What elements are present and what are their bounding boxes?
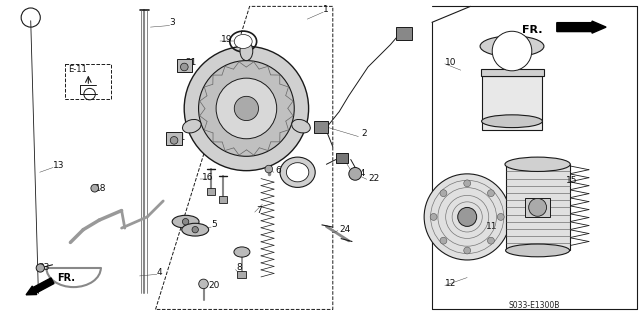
Circle shape	[184, 46, 308, 171]
Ellipse shape	[280, 157, 316, 188]
FancyArrow shape	[26, 278, 54, 295]
Bar	[506, 164, 570, 250]
Circle shape	[199, 279, 208, 289]
Circle shape	[265, 165, 273, 173]
Text: 2: 2	[362, 130, 367, 138]
Text: 21: 21	[186, 58, 197, 67]
Circle shape	[440, 237, 447, 244]
Text: 6: 6	[275, 166, 281, 175]
Bar	[482, 76, 543, 130]
Circle shape	[234, 96, 259, 121]
Text: 16: 16	[202, 173, 213, 182]
Ellipse shape	[182, 119, 201, 133]
Text: 1: 1	[323, 5, 329, 14]
Circle shape	[529, 198, 547, 216]
FancyArrow shape	[557, 21, 606, 33]
Text: 17: 17	[291, 165, 303, 174]
Text: 22: 22	[368, 174, 380, 183]
Bar	[65, 64, 111, 99]
Text: 10: 10	[445, 58, 456, 67]
Text: 11: 11	[486, 222, 498, 231]
Circle shape	[488, 237, 494, 244]
Bar	[525, 198, 550, 217]
Ellipse shape	[506, 244, 570, 257]
Ellipse shape	[182, 223, 209, 236]
Bar	[336, 153, 348, 163]
Circle shape	[424, 174, 510, 260]
Text: 18: 18	[95, 184, 106, 193]
Text: 19: 19	[221, 35, 232, 44]
Circle shape	[192, 226, 198, 233]
Ellipse shape	[234, 34, 252, 48]
Circle shape	[216, 78, 276, 139]
Circle shape	[198, 61, 294, 156]
Circle shape	[497, 213, 504, 220]
Ellipse shape	[172, 215, 199, 228]
Ellipse shape	[287, 163, 309, 182]
Text: 13: 13	[53, 161, 65, 170]
Text: 9: 9	[243, 248, 249, 256]
Bar	[207, 188, 215, 195]
Text: 24: 24	[339, 225, 351, 234]
Circle shape	[91, 184, 99, 192]
Text: FR.: FR.	[58, 272, 76, 283]
Text: 5: 5	[211, 220, 217, 229]
Circle shape	[36, 264, 44, 272]
Circle shape	[430, 213, 437, 220]
Text: E-11: E-11	[68, 65, 87, 74]
Bar	[177, 59, 192, 72]
Text: 21: 21	[174, 133, 186, 142]
Bar	[481, 69, 544, 76]
Ellipse shape	[240, 41, 253, 61]
Bar	[219, 196, 227, 203]
Circle shape	[464, 180, 470, 187]
Text: 20: 20	[208, 281, 220, 290]
Circle shape	[488, 190, 494, 197]
Bar	[396, 27, 412, 40]
Circle shape	[170, 137, 178, 144]
Circle shape	[182, 219, 189, 225]
Circle shape	[180, 63, 188, 71]
Text: FR.: FR.	[522, 25, 542, 35]
Ellipse shape	[505, 157, 570, 172]
Text: 23: 23	[38, 263, 50, 272]
Text: S033-E1300B: S033-E1300B	[509, 301, 560, 310]
Ellipse shape	[480, 36, 544, 57]
Ellipse shape	[234, 247, 250, 257]
Circle shape	[464, 247, 470, 254]
Text: 12: 12	[445, 279, 456, 288]
Text: 14: 14	[355, 169, 367, 178]
Circle shape	[349, 167, 362, 180]
Ellipse shape	[482, 115, 543, 128]
Bar	[166, 132, 182, 145]
Circle shape	[440, 190, 447, 197]
Text: 8: 8	[237, 263, 243, 272]
Text: 7: 7	[256, 206, 262, 215]
Circle shape	[492, 31, 532, 71]
Text: 3: 3	[170, 18, 175, 27]
Bar	[314, 121, 328, 133]
Bar	[237, 271, 246, 278]
Text: 15: 15	[566, 176, 578, 185]
Circle shape	[458, 207, 477, 226]
Ellipse shape	[292, 119, 310, 133]
Text: 4: 4	[157, 268, 163, 277]
